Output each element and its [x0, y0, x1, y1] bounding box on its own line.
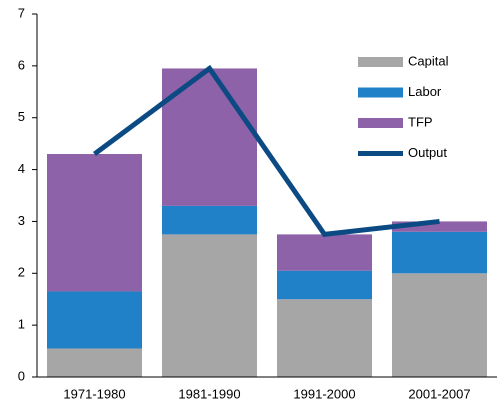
bar-segment	[47, 348, 142, 377]
legend-label: Capital	[408, 53, 449, 68]
bar-segment	[392, 231, 487, 274]
legend-swatch	[358, 57, 403, 67]
x-tick-label: 2001-2007	[408, 386, 470, 401]
y-tick-label: 4	[18, 161, 25, 176]
legend-label: Labor	[408, 84, 442, 99]
legend-swatch	[358, 118, 403, 128]
y-tick-label: 6	[18, 57, 25, 72]
y-tick-label: 7	[18, 5, 25, 20]
x-tick-label: 1971-1980	[63, 386, 125, 401]
bar-segment	[277, 234, 372, 271]
y-tick-label: 5	[18, 109, 25, 124]
x-tick-label: 1981-1990	[178, 386, 240, 401]
bar-segment	[392, 221, 487, 232]
bar-segment	[392, 273, 487, 377]
bar-segment	[162, 234, 257, 377]
bar-segment	[162, 205, 257, 235]
bar-segment	[47, 291, 142, 349]
y-tick-label: 0	[18, 368, 25, 383]
bar-segment	[162, 68, 257, 206]
legend-label: TFP	[408, 114, 433, 129]
legend-label: Output	[408, 145, 447, 160]
y-tick-label: 2	[18, 265, 25, 280]
x-tick-label: 1991-2000	[293, 386, 355, 401]
y-tick-label: 3	[18, 213, 25, 228]
bar-segment	[47, 154, 142, 292]
bar-segment	[277, 299, 372, 377]
legend-swatch	[358, 87, 403, 98]
bar-segment	[277, 270, 372, 300]
line	[93, 64, 440, 238]
y-tick-label: 1	[18, 317, 25, 332]
